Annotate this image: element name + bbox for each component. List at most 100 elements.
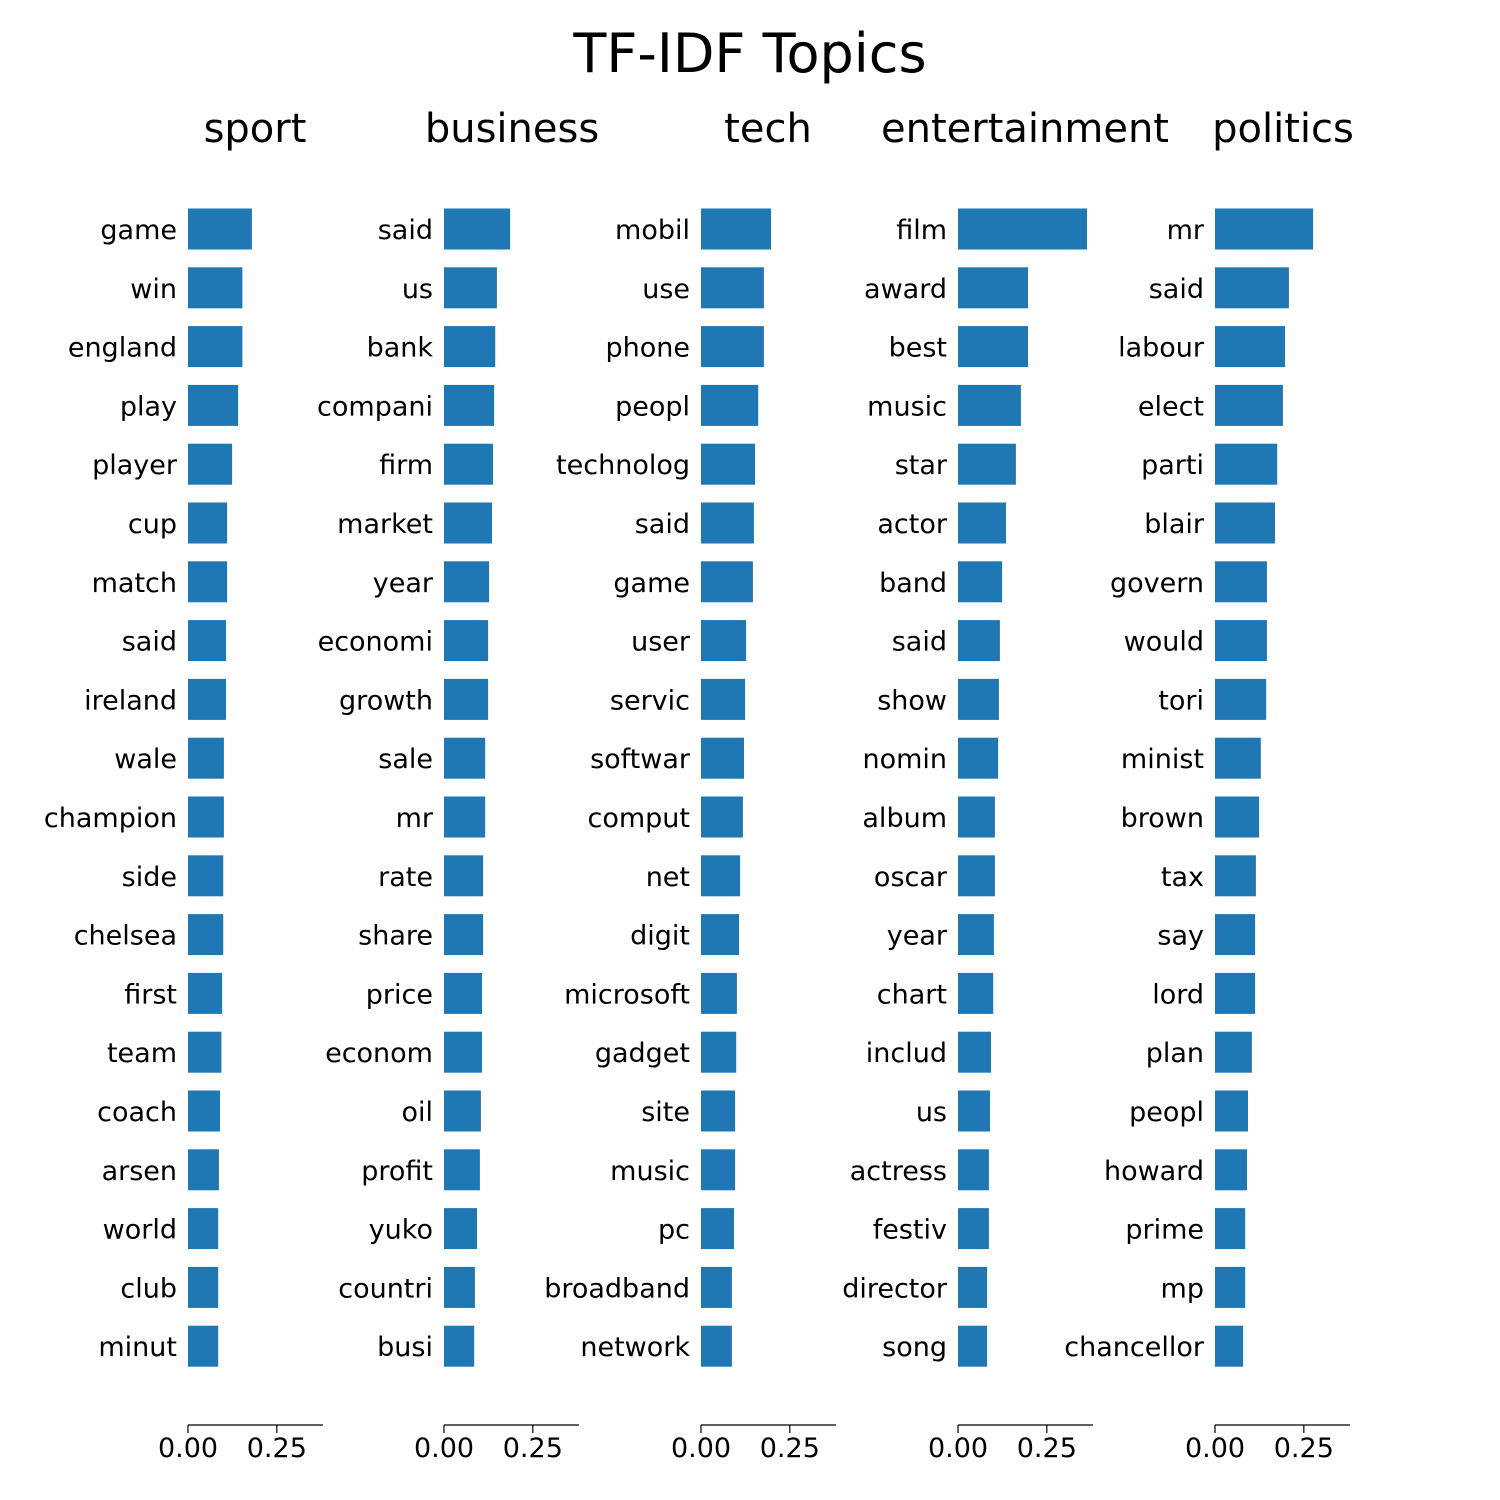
x-tick-label: 0.25 [1017, 1433, 1077, 1464]
tick-label-club: club [120, 1273, 177, 1304]
tick-label-said: said [1149, 274, 1204, 305]
tick-label-busi: busi [377, 1332, 433, 1363]
bar-arsen [188, 1149, 219, 1191]
tick-label-countri: countri [338, 1273, 433, 1304]
panels: sport game win england play player cup match sai… [44, 106, 1354, 1464]
tick-label-mr: mr [396, 803, 434, 834]
tick-label-champion: champion [44, 803, 177, 834]
bar-side [188, 855, 224, 897]
bar-game [188, 208, 252, 250]
tick-label-album: album [862, 803, 947, 834]
tick-label-oil: oil [401, 1097, 433, 1128]
panel-title: business [425, 106, 599, 152]
bar-england [188, 326, 243, 368]
bar-said [1215, 267, 1289, 309]
bar-said [958, 620, 1000, 662]
tick-label-show: show [877, 685, 947, 716]
tick-label-technolog: technolog [556, 450, 690, 481]
bar-bank [444, 326, 496, 368]
tick-label-yuko: yuko [369, 1215, 433, 1246]
bar-peopl [1215, 1090, 1248, 1132]
tick-label-prime: prime [1125, 1215, 1204, 1246]
tick-label-song: song [882, 1332, 947, 1363]
bar-microsoft [701, 972, 737, 1014]
tick-label-tax: tax [1161, 862, 1204, 893]
bar-broadband [701, 1266, 732, 1308]
tick-label-play: play [120, 391, 177, 422]
tick-label-share: share [358, 921, 433, 952]
tick-label-actor: actor [877, 509, 947, 540]
tick-label-digit: digit [630, 921, 690, 952]
bar-minut [188, 1325, 219, 1367]
tick-label-profit: profit [361, 1156, 433, 1187]
bar-mobil [701, 208, 771, 250]
bar-peopl [701, 384, 759, 426]
panel-title: sport [204, 106, 307, 152]
bar-busi [444, 1325, 475, 1367]
bar-lord [1215, 972, 1256, 1014]
bar-said [701, 502, 754, 544]
tick-label-music: music [610, 1156, 690, 1187]
bar-album [958, 796, 995, 838]
tick-label-tori: tori [1158, 685, 1204, 716]
tick-label-mp: mp [1161, 1273, 1204, 1304]
bar-use [701, 267, 764, 309]
tick-label-game: game [613, 568, 690, 599]
tick-label-actress: actress [850, 1156, 947, 1187]
tick-label-win: win [130, 274, 177, 305]
chart-title: TF-IDF Topics [572, 22, 926, 85]
bar-prime [1215, 1208, 1246, 1250]
tick-label-econom: econom [325, 1038, 433, 1069]
tick-label-game: game [100, 215, 177, 246]
bar-show [958, 678, 999, 720]
bar-music [958, 384, 1021, 426]
tick-label-firm: firm [379, 450, 433, 481]
tick-label-best: best [889, 333, 947, 364]
tick-label-star: star [895, 450, 948, 481]
tick-label-said: said [122, 627, 177, 658]
bar-chart [958, 972, 994, 1014]
tick-label-first: first [124, 979, 177, 1010]
bar-parti [1215, 443, 1278, 485]
tick-label-site: site [641, 1097, 690, 1128]
tick-label-price: price [366, 979, 433, 1010]
tick-label-minut: minut [98, 1332, 177, 1363]
tick-label-brown: brown [1121, 803, 1204, 834]
panel-tech: tech mobil use phone peopl technolog said game u… [544, 106, 836, 1464]
bar-chancellor [1215, 1325, 1244, 1367]
bar-digit [701, 914, 739, 956]
tick-label-elect: elect [1138, 391, 1204, 422]
tick-label-us: us [916, 1097, 947, 1128]
bar-award [958, 267, 1028, 309]
tick-label-economi: economi [318, 627, 433, 658]
bar-labour [1215, 326, 1285, 368]
bar-comput [701, 796, 743, 838]
bar-profit [444, 1149, 480, 1191]
bar-growth [444, 678, 489, 720]
bar-pc [701, 1208, 734, 1250]
bar-film [958, 208, 1087, 250]
bar-said [444, 208, 511, 250]
tick-label-use: use [642, 274, 690, 305]
tick-label-user: user [631, 627, 691, 658]
tick-label-market: market [337, 509, 433, 540]
bar-match [188, 561, 228, 603]
bar-network [701, 1325, 732, 1367]
bar-technolog [701, 443, 755, 485]
bar-ireland [188, 678, 226, 720]
tick-label-phone: phone [606, 333, 691, 364]
bar-us [444, 267, 497, 309]
tick-label-mr: mr [1167, 215, 1205, 246]
panel-title: entertainment [881, 106, 1169, 152]
bar-net [701, 855, 741, 897]
bar-user [701, 620, 747, 662]
tick-label-director: director [842, 1273, 948, 1304]
tick-label-microsoft: microsoft [564, 979, 690, 1010]
x-tick-label: 0.25 [1274, 1433, 1334, 1464]
bar-howard [1215, 1149, 1247, 1191]
bar-actor [958, 502, 1006, 544]
tick-label-said: said [635, 509, 690, 540]
tick-label-howard: howard [1104, 1156, 1204, 1187]
tick-label-pc: pc [658, 1215, 690, 1246]
x-tick-label: 0.00 [158, 1433, 218, 1464]
